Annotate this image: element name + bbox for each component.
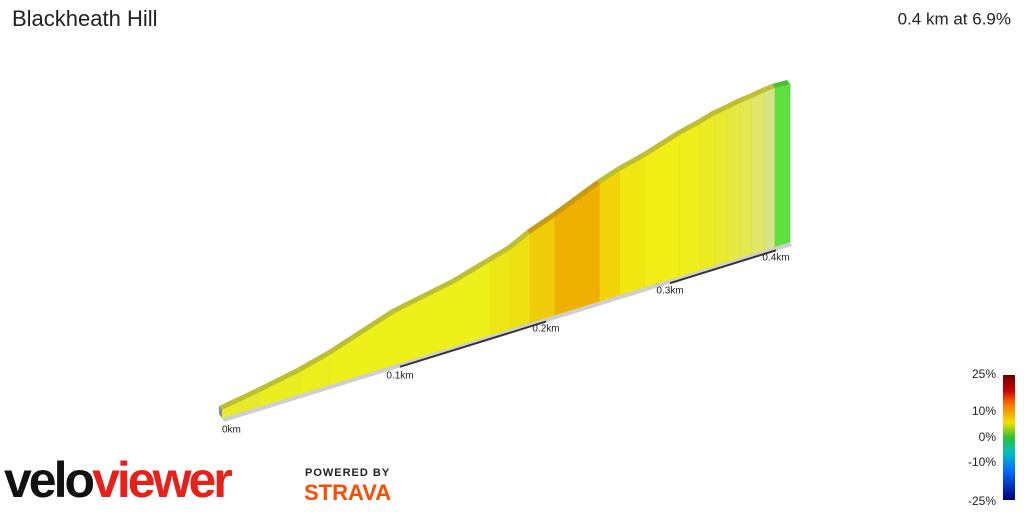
- top-surface: [487, 246, 510, 262]
- slice: [644, 134, 681, 288]
- top-surface: [749, 88, 765, 98]
- summary: 0.4 km at 6.9%: [898, 9, 1011, 28]
- slice: [529, 216, 556, 323]
- slice: [774, 83, 791, 248]
- base-edge: [222, 242, 792, 422]
- logo: veloviewer: [4, 452, 232, 508]
- top-surface: [327, 309, 395, 355]
- logo-velo: velo: [4, 452, 94, 508]
- top-surface: [257, 368, 300, 392]
- slice: [739, 97, 753, 258]
- legend-label: 25%: [972, 367, 996, 381]
- slice: [509, 233, 531, 330]
- distance-segment: [399, 320, 547, 368]
- distance-label: 0.2km: [532, 324, 559, 335]
- slice: [714, 108, 729, 266]
- top-surface: [642, 131, 680, 157]
- slice: [329, 312, 396, 385]
- slice: [489, 249, 511, 336]
- slice: [764, 87, 776, 251]
- legend-label: -10%: [968, 455, 996, 469]
- slice: [679, 123, 701, 277]
- slice: [727, 102, 741, 262]
- top-surface: [712, 105, 728, 115]
- top-surface: [392, 279, 455, 313]
- top-surface: [772, 80, 790, 88]
- slice: [699, 114, 716, 271]
- distance-segment: [669, 249, 777, 285]
- distance-label: 0.3km: [656, 286, 683, 297]
- top-surface: [219, 388, 260, 410]
- powered-by: POWERED BY: [305, 467, 390, 479]
- distance-axis: 0km 0.1km 0.2km 0.3km 0.4km: [222, 249, 790, 436]
- top-surface: [527, 213, 555, 234]
- top-surface: [617, 153, 645, 171]
- top-surface: [507, 230, 530, 250]
- logo-viewer: viewer: [92, 452, 232, 508]
- top-surface: [297, 351, 330, 372]
- legend-label: -25%: [968, 494, 996, 508]
- gradient-legend: [1003, 375, 1015, 500]
- distance-label: 0.1km: [386, 371, 413, 382]
- strava-logo: STRAVA: [304, 480, 391, 505]
- top-surface: [552, 180, 600, 217]
- top-surface: [452, 258, 490, 283]
- legend-label: 0%: [979, 430, 997, 444]
- top-surface: [725, 99, 740, 109]
- distance-label: 0km: [222, 425, 241, 436]
- top-surface: [597, 167, 620, 184]
- elevation-shape: [219, 80, 792, 422]
- start-cap: [219, 406, 222, 418]
- top-surface: [762, 84, 775, 92]
- slice: [599, 170, 621, 302]
- top-surface: [697, 111, 715, 124]
- title: Blackheath Hill: [12, 6, 158, 31]
- distance-label: 0.4km: [762, 253, 789, 264]
- top-surface: [737, 94, 752, 103]
- slice: [554, 183, 601, 316]
- slice: [751, 91, 766, 255]
- top-surface: [677, 120, 700, 135]
- legend-label: 10%: [972, 404, 996, 418]
- slice: [619, 156, 646, 296]
